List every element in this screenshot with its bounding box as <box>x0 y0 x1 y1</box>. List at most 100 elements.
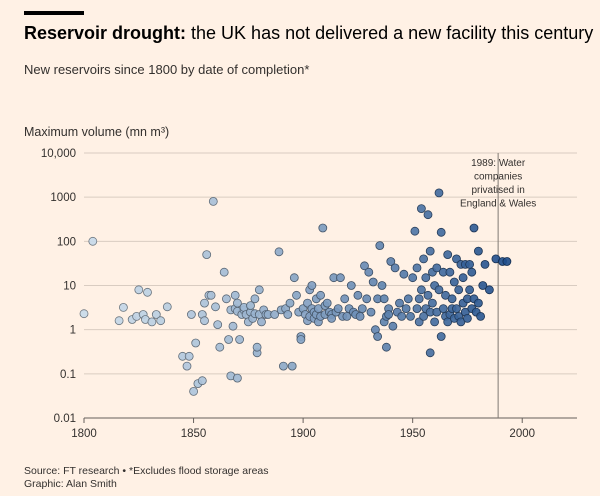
data-point <box>296 335 306 344</box>
data-point <box>186 310 196 319</box>
data-point <box>228 321 238 331</box>
y-tick-label: 0.1 <box>60 369 76 381</box>
x-tick-label: 1800 <box>71 428 97 440</box>
x-tick-labels: 1800 1850 1900 1950 2000 <box>71 418 535 440</box>
data-point <box>421 273 431 283</box>
y-tick-label: 100 <box>57 236 76 248</box>
data-point <box>147 317 157 327</box>
data-points <box>79 188 512 396</box>
data-point <box>360 261 369 271</box>
data-point <box>368 277 378 287</box>
data-point <box>454 285 464 295</box>
y-tick-label: 10,000 <box>41 148 76 160</box>
data-point <box>254 285 264 295</box>
data-point <box>289 273 299 283</box>
data-point <box>143 287 152 297</box>
data-point <box>316 290 326 300</box>
data-point <box>412 304 422 314</box>
data-point <box>445 267 455 277</box>
data-point <box>469 223 479 233</box>
data-point <box>434 188 444 198</box>
data-point <box>221 294 231 304</box>
data-point <box>184 351 194 361</box>
data-point <box>346 281 356 290</box>
annotation-label: 1989: Water <box>471 158 526 169</box>
data-point <box>156 316 166 326</box>
data-point <box>425 348 435 358</box>
data-point <box>362 294 372 304</box>
data-point <box>340 294 350 304</box>
data-point <box>427 298 437 308</box>
data-point <box>436 227 446 237</box>
data-point <box>476 311 486 321</box>
data-point <box>462 313 472 323</box>
footer: Source: FT research • *Excludes flood st… <box>24 465 269 491</box>
data-point <box>399 269 409 279</box>
y-tick-label: 0.01 <box>54 413 76 425</box>
data-point <box>162 302 172 312</box>
data-point <box>257 317 266 327</box>
data-point <box>403 294 413 304</box>
graphic-credit: Graphic: Alan Smith <box>24 478 117 490</box>
data-point <box>502 257 512 266</box>
data-point <box>473 298 483 308</box>
data-point <box>397 311 407 321</box>
data-point <box>335 273 345 283</box>
data-point <box>467 267 477 277</box>
data-point <box>478 281 488 290</box>
data-point <box>366 307 376 317</box>
data-point <box>452 304 461 314</box>
data-point <box>134 285 144 295</box>
data-point <box>151 310 161 319</box>
data-point <box>200 316 209 326</box>
data-point <box>425 246 435 256</box>
chart-title: Reservoir drought: the UK has not delive… <box>24 22 593 44</box>
data-point <box>416 285 426 295</box>
top-rule <box>24 11 84 15</box>
data-point <box>384 310 394 319</box>
x-tick-label: 1950 <box>400 428 426 440</box>
annotation-label: privatised in <box>471 185 524 196</box>
data-point <box>232 373 242 383</box>
data-point <box>206 290 216 300</box>
data-point <box>327 313 337 323</box>
data-point <box>355 311 365 321</box>
data-point <box>333 304 343 314</box>
data-point <box>182 361 192 371</box>
y-tick-label: 1000 <box>50 192 76 204</box>
data-point <box>202 250 212 260</box>
data-point <box>434 285 444 295</box>
data-point <box>191 338 201 348</box>
data-point <box>377 281 387 290</box>
x-tick-label: 1900 <box>290 428 316 440</box>
data-point <box>436 332 446 341</box>
data-point <box>364 267 374 277</box>
data-point <box>465 285 475 295</box>
data-point <box>211 302 220 312</box>
data-point <box>423 210 433 220</box>
data-point <box>197 376 207 386</box>
data-point <box>408 273 418 283</box>
data-point <box>480 259 490 269</box>
data-point <box>465 259 475 269</box>
data-point <box>283 310 293 319</box>
y-tick-labels: 0.01 0.1 1 10 100 1000 10,000 <box>41 148 76 425</box>
data-point <box>373 332 383 341</box>
data-point <box>419 254 429 264</box>
annotation: 1989: Water companies privatised in England… <box>460 153 536 418</box>
data-point <box>410 226 420 236</box>
data-point <box>322 298 332 308</box>
data-point <box>438 304 448 314</box>
data-point <box>473 246 483 256</box>
data-point <box>278 361 288 371</box>
data-point <box>270 310 280 319</box>
data-point <box>318 223 328 233</box>
data-point <box>412 263 422 273</box>
data-point <box>443 250 453 260</box>
data-point <box>292 290 301 300</box>
data-point <box>414 294 424 304</box>
y-axis-label: Maximum volume (mn m³) <box>24 125 169 139</box>
source-note: Source: FT research • *Excludes flood st… <box>24 465 269 477</box>
data-point <box>379 294 389 304</box>
